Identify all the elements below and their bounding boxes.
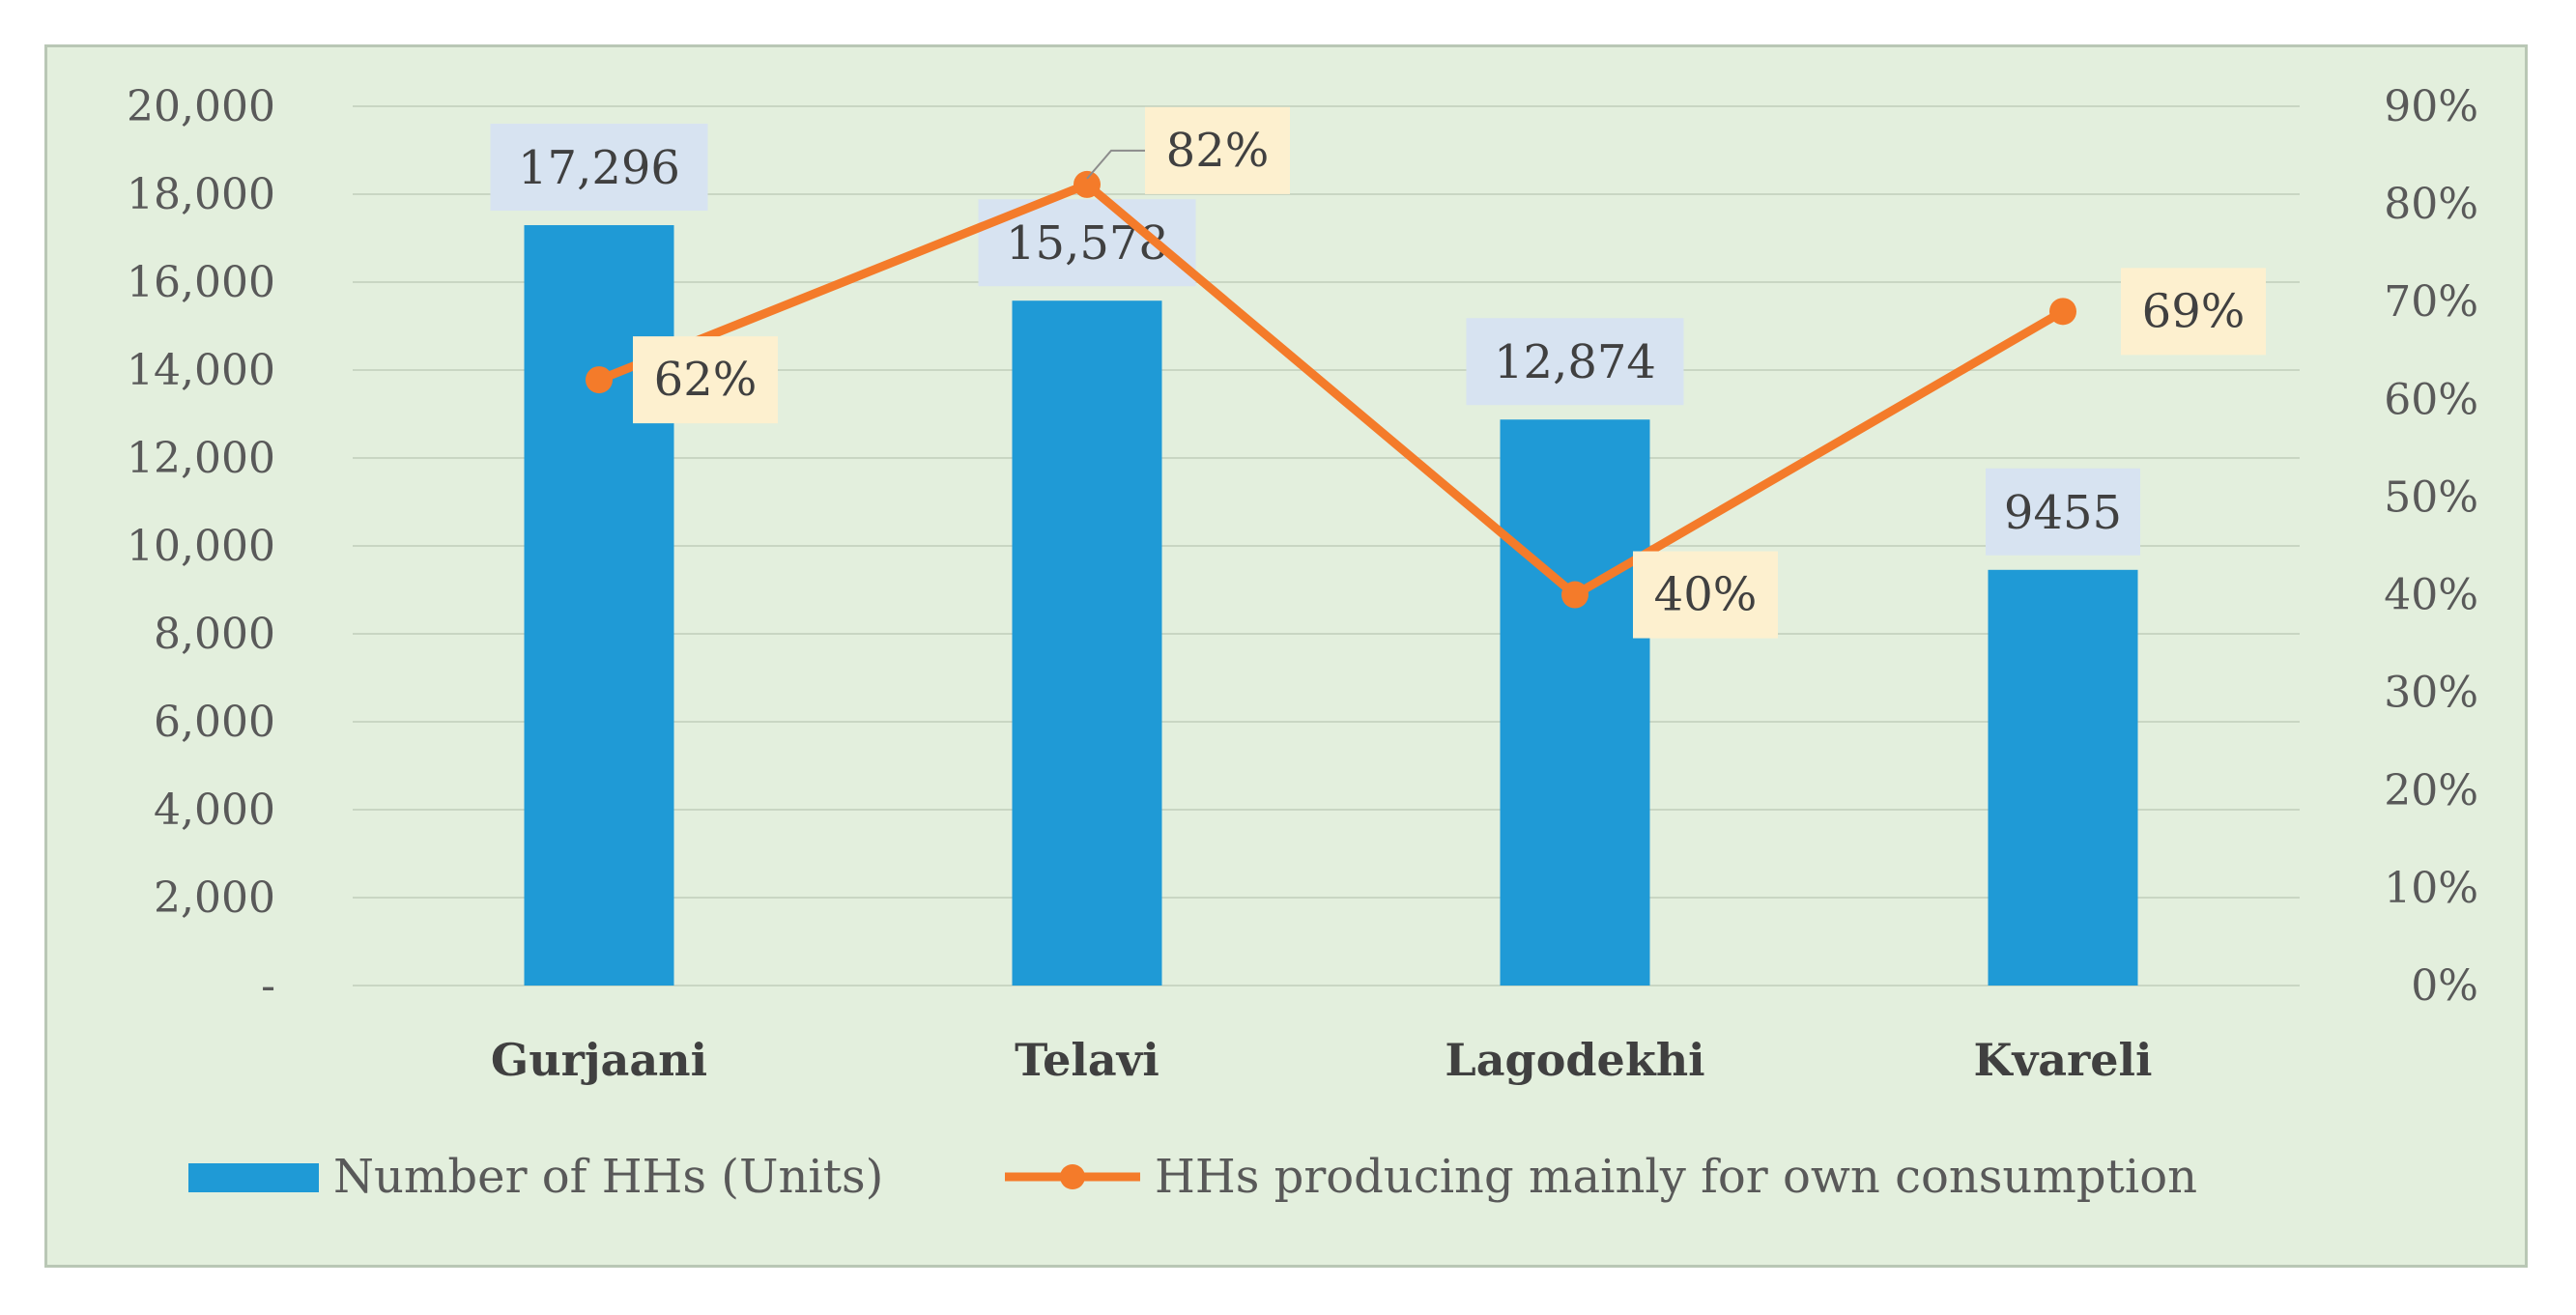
left-tick-label: 20,000 — [127, 82, 275, 131]
legend-bar-label: Number of HHs (Units) — [333, 1150, 883, 1204]
left-tick-label: 16,000 — [127, 258, 275, 307]
bar-labels: 17,296 15,578 12,874 9455 — [490, 124, 2140, 556]
legend: Number of HHs (Units) HHs producing main… — [188, 1150, 2197, 1204]
right-tick-label: 80% — [2384, 180, 2478, 229]
bar-label-bg — [1466, 318, 1684, 406]
left-tick-label: 12,000 — [127, 434, 275, 483]
line-marker — [2049, 298, 2076, 326]
line-series — [586, 170, 2076, 609]
bar-data-label: 17,296 — [518, 141, 680, 195]
line-label-bg — [1145, 106, 1290, 194]
right-tick-label: 60% — [2384, 375, 2478, 424]
left-tick-label: - — [261, 961, 275, 1011]
category-label: Lagodekhi — [1445, 1034, 1704, 1086]
left-axis: - 2,000 4,000 6,000 8,000 10,000 12,000 14,000 1… — [127, 82, 275, 1011]
bar — [1012, 300, 1162, 986]
line-marker — [1073, 170, 1101, 198]
line-data-label: 69% — [2142, 284, 2246, 338]
line-marker — [1561, 581, 1589, 609]
line-label-bg — [633, 336, 778, 424]
line-data-label: 40% — [1654, 568, 1758, 622]
line-marker — [586, 366, 613, 394]
category-label: Kvareli — [1974, 1034, 2153, 1086]
left-tick-label: 10,000 — [127, 522, 275, 571]
bar-data-label: 9455 — [2004, 486, 2122, 540]
right-tick-label: 40% — [2384, 571, 2478, 620]
left-tick-label: 14,000 — [127, 346, 275, 395]
right-tick-label: 0% — [2411, 961, 2478, 1011]
right-axis: 0% 10% 20% 30% 40% 50% 60% 70% 80% 90% — [2384, 82, 2478, 1011]
line-label-bg — [2121, 268, 2266, 356]
category-axis: Gurjaani Telavi Lagodekhi Kvareli — [491, 1034, 2153, 1086]
legend-bar-swatch — [188, 1163, 319, 1192]
category-label: Gurjaani — [491, 1034, 707, 1086]
right-tick-label: 50% — [2384, 472, 2478, 522]
line-data-label: 62% — [654, 353, 758, 407]
bar-data-label: 15,578 — [1006, 216, 1168, 271]
category-label: Telavi — [1015, 1034, 1159, 1086]
bar — [1500, 419, 1650, 986]
right-tick-label: 10% — [2384, 864, 2478, 913]
bar — [1988, 569, 2138, 986]
right-tick-label: 70% — [2384, 277, 2478, 327]
legend-line-marker — [1060, 1164, 1085, 1189]
legend-line-label: HHs producing mainly for own consumption — [1155, 1150, 2197, 1204]
left-tick-label: 4,000 — [154, 786, 275, 835]
right-tick-label: 20% — [2384, 766, 2478, 815]
left-tick-label: 18,000 — [127, 170, 275, 219]
left-tick-label: 8,000 — [154, 610, 275, 659]
line-labels: 62% 82% 40% 69% — [633, 106, 2266, 639]
right-tick-label: 90% — [2384, 82, 2478, 131]
line-data-label: 82% — [1166, 124, 1270, 178]
left-tick-label: 6,000 — [154, 698, 275, 747]
bar-data-label: 12,874 — [1494, 335, 1656, 389]
line-label-bg — [1633, 551, 1778, 639]
left-tick-label: 2,000 — [154, 873, 275, 923]
bar-label-bg — [1986, 468, 2140, 556]
leader-line — [1086, 149, 1145, 180]
right-tick-label: 30% — [2384, 669, 2478, 718]
line-path — [594, 180, 2068, 600]
bar-label-bg — [490, 124, 708, 212]
